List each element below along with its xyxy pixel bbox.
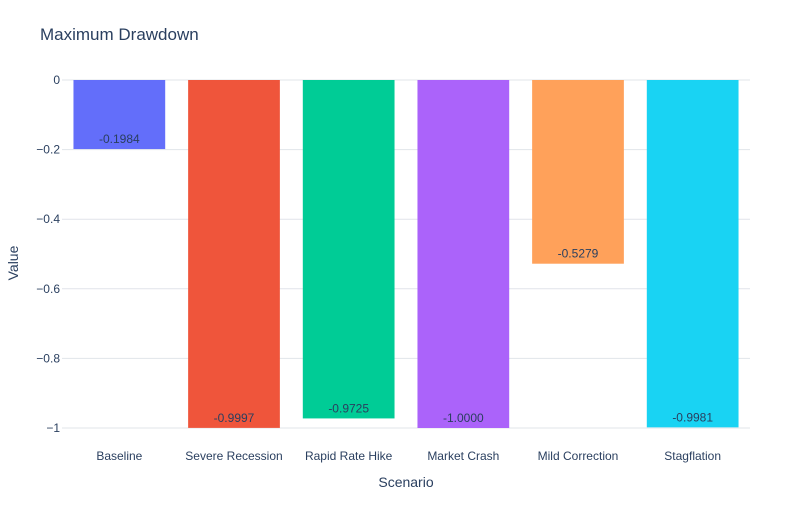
y-tick-label: −0.6 xyxy=(36,282,60,296)
x-tick-label: Market Crash xyxy=(427,449,499,463)
y-axis-title: Value xyxy=(5,245,21,280)
bars xyxy=(73,80,739,428)
data-label: -0.1984 xyxy=(99,132,140,146)
y-tick-label: −0.8 xyxy=(36,351,60,365)
bar-rapid-rate-hike xyxy=(302,80,395,419)
bar-mild-correction xyxy=(532,80,624,264)
bar-baseline xyxy=(73,80,166,150)
x-axis-title: Scenario xyxy=(378,474,433,490)
y-axis-ticks: 0 −0.2 −0.4 −0.6 −0.8 −1 xyxy=(36,73,60,435)
y-tick-label: −0.2 xyxy=(36,143,60,157)
data-labels: -0.1984 -0.9997 -0.9725 -1.0000 -0.5279 -0.99… xyxy=(99,132,713,425)
x-tick-label: Rapid Rate Hike xyxy=(305,449,393,463)
grid-lines xyxy=(62,79,750,429)
data-label: -1.0000 xyxy=(443,411,484,425)
y-tick-label: 0 xyxy=(53,73,60,87)
data-label: -0.9997 xyxy=(214,411,255,425)
x-tick-label: Baseline xyxy=(96,449,142,463)
bar-severe-recession xyxy=(188,80,280,428)
data-label: -0.9981 xyxy=(672,410,713,424)
bar-stagflation xyxy=(646,80,739,428)
bar-market-crash xyxy=(417,80,510,428)
data-label: -0.9725 xyxy=(328,401,369,415)
chart-title: Maximum Drawdown xyxy=(40,25,199,44)
x-tick-label: Severe Recession xyxy=(185,449,282,463)
x-tick-label: Stagflation xyxy=(664,449,721,463)
data-label: -0.5279 xyxy=(558,247,599,261)
y-tick-label: −0.4 xyxy=(36,212,60,226)
y-tick-label: −1 xyxy=(46,421,60,435)
x-tick-label: Mild Correction xyxy=(538,449,619,463)
x-axis-ticks: Baseline Severe Recession Rapid Rate Hike M… xyxy=(96,449,721,463)
